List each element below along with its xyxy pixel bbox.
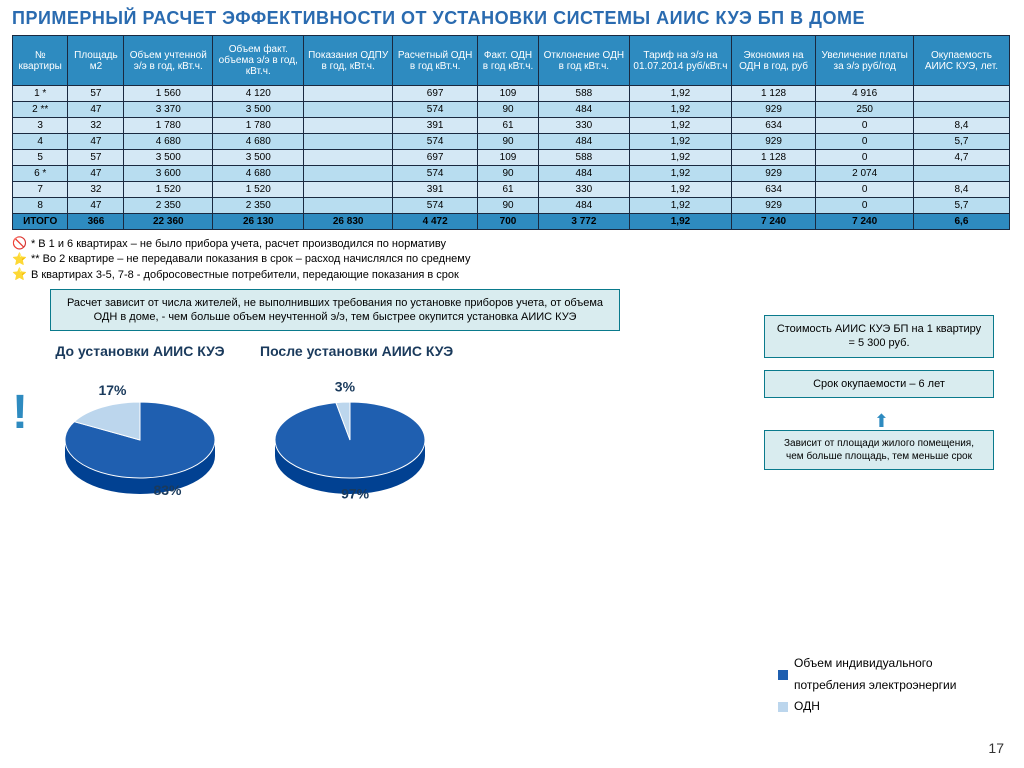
- table-row: 6 *473 6004 680574904841,929292 074: [13, 166, 1010, 182]
- table-row: 7321 5201 520391613301,9263408,4: [13, 182, 1010, 198]
- prohibit-icon: 🚫: [12, 236, 27, 252]
- svg-text:3%: 3%: [335, 379, 356, 395]
- legend-label-1: Объем индивидуального потребления электр…: [794, 653, 994, 696]
- table-footer-cell: 7 240: [731, 214, 816, 230]
- legend-sq-2: [778, 702, 788, 712]
- note-1: * В 1 и 6 квартирах – не было прибора уч…: [31, 237, 446, 251]
- legend-label-2: ОДН: [794, 696, 820, 718]
- table-header: Экономия на ОДН в год, руб: [731, 36, 816, 86]
- note-3: В квартирах 3-5, 7-8 - добросовестные по…: [31, 268, 459, 282]
- table-row: 3321 7801 780391613301,9263408,4: [13, 118, 1010, 134]
- table-row: 1 *571 5604 1206971095881,921 1284 916: [13, 86, 1010, 102]
- table-footer-cell: 26 130: [213, 214, 304, 230]
- table-footer-cell: 6,6: [913, 214, 1009, 230]
- cost-box: Стоимость АИИС КУЭ БП на 1 квартиру = 5 …: [764, 315, 994, 358]
- svg-text:97%: 97%: [341, 486, 370, 502]
- table-row: 5573 5003 5006971095881,921 12804,7: [13, 150, 1010, 166]
- table-header: Увеличение платы за э/э руб/год: [816, 36, 914, 86]
- table-footer-cell: 366: [68, 214, 124, 230]
- svg-text:83%: 83%: [153, 482, 182, 498]
- table-header: Тариф на э/э на 01.07.2014 руб/кВт.ч: [630, 36, 732, 86]
- table-header: Объем факт. объема э/э в год, кВт.ч.: [213, 36, 304, 86]
- chart-after: После установки АИИС КУЭ 97% 3%: [260, 343, 453, 505]
- table-row: 8472 3502 350574904841,9292905,7: [13, 198, 1010, 214]
- page-number: 17: [988, 740, 1004, 756]
- table-header: Площадь м2: [68, 36, 124, 86]
- table-footer-cell: ИТОГО: [13, 214, 68, 230]
- payback-box: Срок окупаемости – 6 лет: [764, 370, 994, 398]
- efficiency-table: № квартирыПлощадь м2Объем учтенной э/э в…: [12, 35, 1010, 230]
- table-header: Объем учтенной э/э в год, кВт.ч.: [124, 36, 213, 86]
- table-footer-cell: 26 830: [304, 214, 392, 230]
- table-header: Показания ОДПУ в год, кВт.ч.: [304, 36, 392, 86]
- table-footer-cell: 3 772: [538, 214, 630, 230]
- chart-after-title: После установки АИИС КУЭ: [260, 343, 453, 359]
- exclaim-icon: !: [12, 385, 28, 440]
- table-footer-cell: 700: [478, 214, 538, 230]
- note-2: ** Во 2 квартире – не передавали показан…: [31, 252, 471, 266]
- table-footer-cell: 7 240: [816, 214, 914, 230]
- svg-text:17%: 17%: [98, 383, 127, 399]
- table-header: Расчетный ОДН в год кВт.ч.: [392, 36, 478, 86]
- page-title: ПРИМЕРНЫЙ РАСЧЕТ ЭФФЕКТИВНОСТИ ОТ УСТАНО…: [0, 0, 1024, 33]
- legend: Объем индивидуального потребления электр…: [778, 653, 994, 718]
- star-icon: ⭐: [12, 252, 27, 268]
- chart-before-title: До установки АИИС КУЭ: [50, 343, 230, 359]
- table-footer-cell: 1,92: [630, 214, 732, 230]
- arrow-up-icon: ⬆: [874, 411, 889, 432]
- footnotes: 🚫 * В 1 и 6 квартирах – не было прибора у…: [0, 232, 1024, 285]
- depends-box: Зависит от площади жилого помещения, чем…: [764, 430, 994, 470]
- table-row: 4474 6804 680574904841,9292905,7: [13, 134, 1010, 150]
- table-footer-cell: 4 472: [392, 214, 478, 230]
- legend-sq-1: [778, 670, 788, 680]
- table-header: Отклонение ОДН в год кВт.ч.: [538, 36, 630, 86]
- chart-before: До установки АИИС КУЭ 83% 17%: [50, 343, 230, 505]
- main-note-box: Расчет зависит от числа жителей, не выпо…: [50, 289, 620, 332]
- table-header: Факт. ОДН в год кВт.ч.: [478, 36, 538, 86]
- table-header: Окупаемость АИИС КУЭ, лет.: [913, 36, 1009, 86]
- table-footer-cell: 22 360: [124, 214, 213, 230]
- table-row: 2 **473 3703 500574904841,92929250: [13, 102, 1010, 118]
- table-header: № квартиры: [13, 36, 68, 86]
- star-icon: ⭐: [12, 267, 27, 283]
